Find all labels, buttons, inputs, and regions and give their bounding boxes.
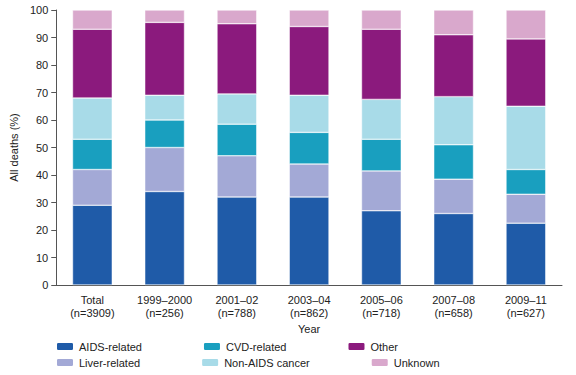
svg-text:10: 10 bbox=[36, 252, 48, 264]
svg-text:80: 80 bbox=[36, 59, 48, 71]
svg-text:70: 70 bbox=[36, 87, 48, 99]
svg-text:20: 20 bbox=[36, 224, 48, 236]
svg-text:30: 30 bbox=[36, 197, 48, 209]
svg-text:(n=627): (n=627) bbox=[507, 307, 545, 319]
svg-text:100: 100 bbox=[30, 4, 48, 16]
svg-text:(n=256): (n=256) bbox=[146, 307, 184, 319]
svg-text:60: 60 bbox=[36, 114, 48, 126]
svg-text:Unknown: Unknown bbox=[394, 357, 440, 369]
svg-text:Year: Year bbox=[298, 323, 321, 335]
svg-text:2001–02: 2001–02 bbox=[215, 294, 258, 306]
svg-text:(n=862): (n=862) bbox=[290, 307, 328, 319]
svg-text:(n=658): (n=658) bbox=[435, 307, 473, 319]
svg-text:(n=788): (n=788) bbox=[218, 307, 256, 319]
svg-text:(n=718): (n=718) bbox=[362, 307, 400, 319]
svg-text:50: 50 bbox=[36, 142, 48, 154]
svg-text:Total: Total bbox=[81, 294, 104, 306]
svg-text:CVD-related: CVD-related bbox=[226, 341, 287, 353]
svg-text:0: 0 bbox=[42, 279, 48, 291]
svg-text:Other: Other bbox=[370, 341, 398, 353]
svg-text:AIDS-related: AIDS-related bbox=[79, 341, 142, 353]
svg-text:Non-AIDS cancer: Non-AIDS cancer bbox=[224, 357, 310, 369]
svg-text:All deaths (%): All deaths (%) bbox=[8, 113, 20, 181]
svg-text:2003–04: 2003–04 bbox=[288, 294, 331, 306]
svg-text:2005–06: 2005–06 bbox=[360, 294, 403, 306]
svg-text:2009–11: 2009–11 bbox=[505, 294, 547, 306]
svg-text:40: 40 bbox=[36, 169, 48, 181]
svg-text:Liver-related: Liver-related bbox=[79, 357, 140, 369]
svg-text:(n=3909): (n=3909) bbox=[70, 307, 114, 319]
svg-text:1999–2000: 1999–2000 bbox=[137, 294, 192, 306]
svg-text:90: 90 bbox=[36, 32, 48, 44]
svg-text:2007–08: 2007–08 bbox=[432, 294, 475, 306]
